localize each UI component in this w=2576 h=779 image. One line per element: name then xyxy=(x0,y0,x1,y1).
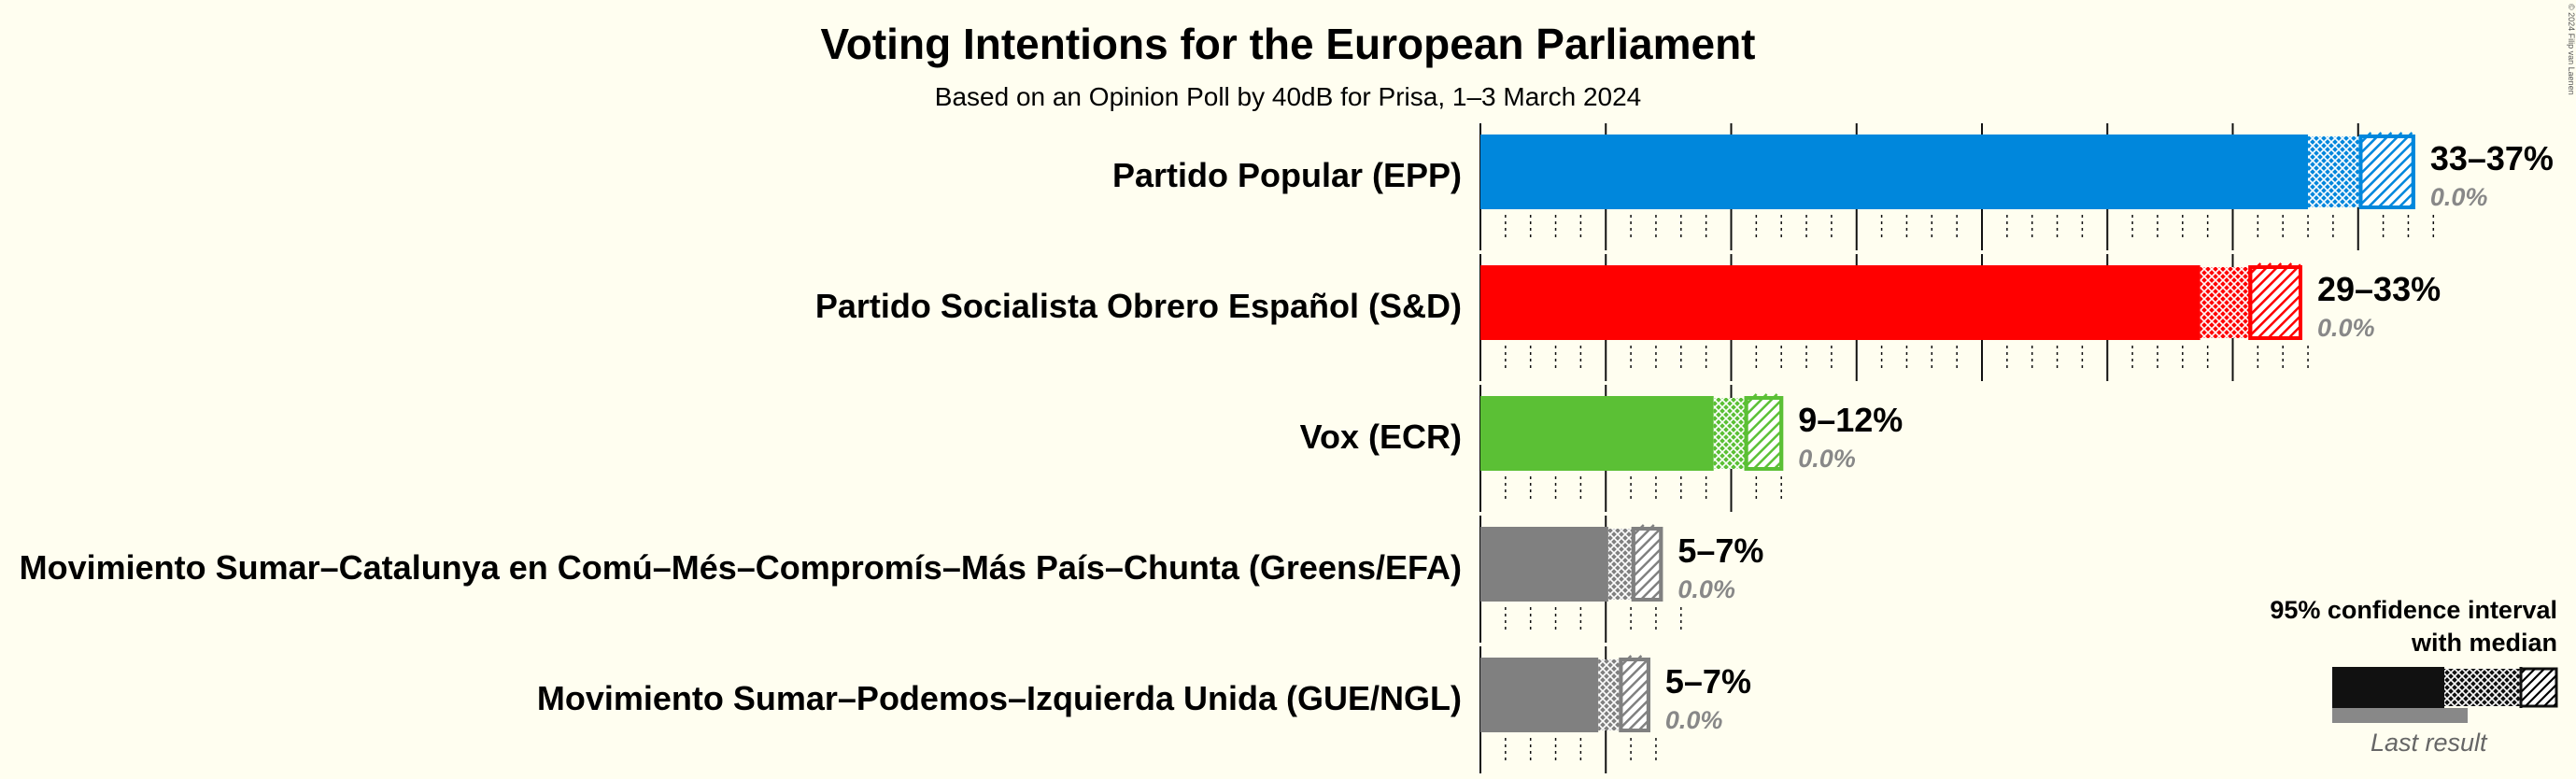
last-result-label: 0.0% xyxy=(1677,575,1735,603)
bar-solid xyxy=(1480,265,2201,340)
hatch-line xyxy=(1745,419,1783,457)
hatch-line xyxy=(1632,537,1663,567)
hatch-line xyxy=(1639,578,1663,601)
last-result-label: 0.0% xyxy=(2430,183,2488,211)
hatch-line xyxy=(2367,161,2414,208)
range-label: 29–33% xyxy=(2317,270,2441,308)
hatch-line xyxy=(1745,399,1783,436)
hatch-line xyxy=(2287,325,2301,339)
party-label: Partido Popular (EPP) xyxy=(1112,156,1462,194)
chart-subtitle: Based on an Opinion Poll by 40dB for Pri… xyxy=(935,82,1641,111)
bar-ci-lower-hatch xyxy=(2308,136,2361,207)
legend: 95% confidence interval with median Last… xyxy=(2270,596,2558,757)
last-result-label: 0.0% xyxy=(1798,445,1856,473)
bar-row: Partido Popular (EPP) 33–37% 0.0% xyxy=(1112,123,2554,250)
bar-ci-lower-hatch xyxy=(2200,267,2251,338)
hatch-line xyxy=(2249,262,2293,305)
bars-group: Partido Popular (EPP) 33–37%0.0%Partido S… xyxy=(20,123,2554,773)
legend-title-line1: 95% confidence interval xyxy=(2270,596,2557,624)
copyright: © 2024 Filip van Laenen xyxy=(2567,4,2576,95)
last-result-label: 0.0% xyxy=(1665,706,1723,734)
bar-row: Movimiento Sumar–Podemos–Izquierda Unida… xyxy=(537,646,1751,773)
range-label: 5–7% xyxy=(1665,662,1751,701)
party-label: Movimiento Sumar–Catalunya en Comú–Més–C… xyxy=(20,548,1462,587)
range-label: 33–37% xyxy=(2430,139,2554,177)
range-label: 9–12% xyxy=(1798,401,1903,439)
hatch-line xyxy=(1620,678,1649,708)
bar-ci-lower-hatch xyxy=(1607,529,1634,600)
hatch-line xyxy=(2249,284,2301,336)
hatch-line xyxy=(2359,132,2403,175)
hatch-line xyxy=(1745,430,1783,467)
hatch-line xyxy=(2377,171,2414,208)
legend-last-result-label: Last result xyxy=(2371,729,2488,757)
bar-solid xyxy=(1480,135,2309,209)
hatch-line xyxy=(1632,558,1663,588)
hatch-line xyxy=(1620,668,1649,698)
party-label: Partido Socialista Obrero Español (S&D) xyxy=(815,287,1462,325)
chart-title: Voting Intentions for the European Parli… xyxy=(821,20,1756,68)
hatch-line xyxy=(1752,440,1783,470)
party-label: Vox (ECR) xyxy=(1300,418,1462,456)
hatch-line xyxy=(2398,191,2414,208)
hatch-line xyxy=(2277,315,2301,339)
bar-ci-lower-hatch xyxy=(1598,659,1621,730)
bar-row: Partido Socialista Obrero Español (S&D) 2… xyxy=(815,254,2441,381)
bar-row: Movimiento Sumar–Catalunya en Comú–Més–C… xyxy=(20,516,1763,643)
bar-solid xyxy=(1480,658,1599,732)
bar-solid xyxy=(1480,527,1608,602)
last-result-label: 0.0% xyxy=(2317,314,2375,342)
hatch-line xyxy=(1620,688,1649,718)
hatch-line xyxy=(2249,263,2301,316)
party-label: Movimiento Sumar–Podemos–Izquierda Unida… xyxy=(537,679,1462,717)
bar-row: Vox (ECR) 9–12% 0.0% xyxy=(1300,385,1903,512)
hatch-line xyxy=(2267,305,2301,339)
bar-ci-lower-hatch xyxy=(1713,398,1747,469)
legend-last-result-bar xyxy=(2332,708,2468,723)
legend-ci-crosshatch-overlay xyxy=(2444,669,2521,706)
range-label: 5–7% xyxy=(1677,531,1763,570)
legend-ci-diaghatch-overlay xyxy=(2521,669,2556,706)
legend-ci-solid xyxy=(2332,667,2444,708)
hatch-line xyxy=(2359,132,2413,185)
hatch-line xyxy=(1620,658,1649,687)
hatch-line xyxy=(1627,709,1649,731)
hatch-line xyxy=(2257,294,2301,339)
hatch-line xyxy=(1632,568,1663,598)
hatch-line xyxy=(1632,527,1663,557)
hatch-line xyxy=(2359,150,2414,205)
bar-ci-upper-hatch xyxy=(1745,393,1783,470)
hatch-line xyxy=(2387,181,2414,208)
hatch-line xyxy=(1762,450,1783,470)
hatch-line xyxy=(2249,274,2301,326)
hatch-line xyxy=(1745,409,1783,446)
legend-title-line2: with median xyxy=(2411,629,2557,657)
hatch-line xyxy=(1632,547,1663,577)
bar-solid xyxy=(1480,396,1714,471)
hatch-line xyxy=(2359,140,2414,195)
hatch-line xyxy=(1620,699,1649,729)
